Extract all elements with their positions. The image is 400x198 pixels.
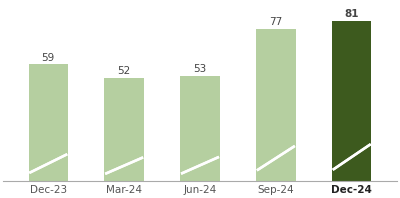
Text: 81: 81 — [344, 9, 359, 19]
Bar — [256, 29, 296, 181]
Bar — [28, 64, 68, 181]
Bar — [180, 76, 220, 181]
Text: 53: 53 — [193, 65, 207, 74]
Bar — [104, 78, 144, 181]
Text: 77: 77 — [269, 17, 282, 27]
Text: 59: 59 — [42, 53, 55, 63]
Text: 52: 52 — [118, 67, 131, 76]
Bar — [332, 21, 372, 181]
